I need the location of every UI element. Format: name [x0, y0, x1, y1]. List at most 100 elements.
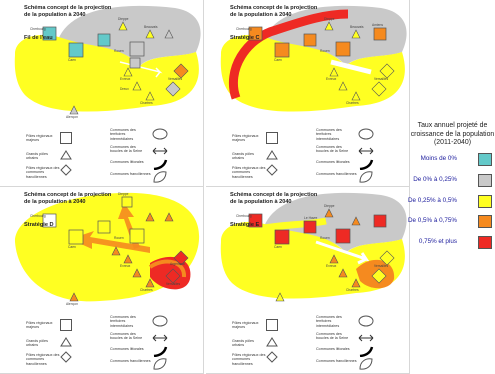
- legend-swatch-0-025: [478, 174, 492, 187]
- svg-text:Rouen: Rouen: [320, 236, 330, 240]
- growth-rate-legend: Taux annuel projeté de croissance de la …: [410, 122, 495, 148]
- territory-grey: [58, 5, 201, 66]
- label-alencon: Alençon: [66, 115, 78, 119]
- legend-grands-poles: Grands pôles urbains: [232, 339, 254, 348]
- legend-franciliennes: Communes franciliennes: [110, 172, 151, 176]
- pole-dieppe: [118, 21, 128, 31]
- legend-title: Taux annuel projeté de croissance de la …: [410, 122, 495, 147]
- legend-franciliennes: Communes franciliennes: [316, 359, 357, 363]
- legend-swatch-moins-0: [478, 153, 492, 166]
- concept-map: Cherbourg Caen Le Havre Rouen Dieppe Evr…: [220, 192, 407, 302]
- legend-franciliennes: Communes franciliennes: [110, 359, 151, 363]
- triangle-icon: [60, 150, 72, 160]
- pole-caen: [68, 42, 84, 58]
- map-panel-strategie-e: Cherbourg Caen Le Havre Rouen Dieppe Evr…: [206, 187, 410, 374]
- pole-beauvais: [145, 29, 155, 39]
- concept-map: Cherbourg Caen Rouen Dieppe Evreux Chart…: [14, 192, 200, 306]
- pole-dreux: [132, 81, 142, 91]
- map-panel-strategie-c: Cherbourg Caen Rouen Dieppe Beauvais Ami…: [206, 0, 410, 187]
- label-caen: Caen: [68, 58, 76, 62]
- diamond-icon: [266, 164, 278, 176]
- pole-argenteuil: [165, 81, 181, 97]
- ellipse-icon: [358, 315, 374, 327]
- svg-text:Argenteuil: Argenteuil: [170, 262, 185, 266]
- ellipse-icon: [358, 128, 374, 140]
- svg-text:Versailles: Versailles: [166, 282, 180, 286]
- legend-littorales: Communes littorales: [316, 347, 350, 351]
- map-panel-fil-de-leau: Cherbourg Caen Rouen Dieppe Beauvais Evr…: [0, 0, 204, 187]
- svg-text:Dieppe: Dieppe: [324, 17, 335, 21]
- territory-yellow: [14, 34, 199, 112]
- svg-text:Amiens: Amiens: [372, 23, 383, 27]
- coast-curve-icon: [153, 346, 168, 357]
- panel-title: Schéma concept de la projection de la po…: [230, 5, 318, 18]
- legend-territoires: Communes des territoires intermédiaires: [110, 128, 136, 141]
- legend-territoires: Communes des territoires intermédiaires: [316, 128, 342, 141]
- pole-evreux: [123, 67, 133, 77]
- square-icon: [60, 132, 72, 144]
- coast-curve-icon: [153, 159, 168, 170]
- legend-boucles: Communes des boucles de la Seine: [110, 145, 143, 154]
- svg-text:Le Havre: Le Havre: [304, 216, 318, 220]
- svg-text:Versailles: Versailles: [374, 264, 388, 268]
- double-arrow-icon: [358, 147, 374, 155]
- legend-franciliennes: Communes franciliennes: [316, 172, 357, 176]
- square-icon: [60, 319, 72, 331]
- label-beauvais: Beauvais: [144, 25, 158, 29]
- svg-text:Evreux: Evreux: [326, 264, 337, 268]
- svg-text:Dieppe: Dieppe: [324, 204, 335, 208]
- legend-poles-majeurs: Pôles régionaux majeurs: [26, 321, 53, 330]
- panel-title: Schéma concept de la projection de la po…: [230, 192, 318, 205]
- panel-title: Schéma concept de la projection de la po…: [24, 192, 112, 205]
- label-evreux: Evreux: [120, 77, 131, 81]
- ellipse-icon: [152, 128, 168, 140]
- legend-grands-poles: Grands pôles urbains: [26, 152, 48, 161]
- legend-label-05-075: De 0,5% à 0,75%: [407, 217, 457, 224]
- leaf-icon: [153, 171, 167, 183]
- legend-territoires: Communes des territoires intermédiaires: [316, 315, 342, 328]
- label-rouen: Rouen: [114, 49, 124, 53]
- svg-text:Rouen: Rouen: [114, 236, 124, 240]
- svg-text:Evreux: Evreux: [326, 77, 337, 81]
- diamond-icon: [266, 351, 278, 363]
- legend-label-025-05: De 0,25% à 0,5%: [407, 197, 457, 204]
- legend-swatch-075-plus: [478, 236, 492, 249]
- svg-text:Cherbourg: Cherbourg: [30, 214, 46, 218]
- map-panel-strategie-d: Cherbourg Caen Rouen Dieppe Evreux Chart…: [0, 187, 204, 374]
- legend-poles-franciliens: Pôles régionaux des communes francilienn…: [26, 166, 60, 179]
- label-chartres: Chartres: [140, 101, 153, 105]
- legend-boucles: Communes des boucles de la Seine: [110, 332, 143, 341]
- pole-compiegne: [164, 29, 174, 39]
- coast-band: [228, 9, 349, 100]
- legend-label-075-plus: 0,75% et plus: [418, 238, 457, 245]
- pole-lehavre: [129, 57, 141, 69]
- legend-poles-majeurs: Pôles régionaux majeurs: [26, 134, 53, 143]
- panel-strategy: Stratégie E: [230, 222, 260, 228]
- pole-versailles: [173, 63, 189, 79]
- legend-poles-majeurs: Pôles régionaux majeurs: [232, 134, 259, 143]
- panel-strategy: Stratégie C: [230, 35, 260, 41]
- triangle-icon: [266, 150, 278, 160]
- label-dreux: Dreux: [120, 87, 129, 91]
- legend-boucles: Communes des boucles de la Seine: [316, 145, 349, 154]
- legend-grands-poles: Grands pôles urbains: [232, 152, 254, 161]
- triangle-icon: [60, 337, 72, 347]
- pole-cherbourg: [42, 26, 57, 41]
- label-versailles: Versailles: [168, 77, 182, 81]
- legend-littorales: Communes littorales: [110, 347, 144, 351]
- square-icon: [266, 319, 278, 331]
- pole-rouen: [129, 41, 145, 57]
- svg-text:Caen: Caen: [274, 245, 282, 249]
- panel-title: Schéma concept de la projection de la po…: [24, 5, 112, 18]
- legend-littorales: Communes littorales: [110, 160, 144, 164]
- double-arrow-icon: [152, 334, 168, 342]
- svg-text:Cherbourg: Cherbourg: [236, 27, 252, 31]
- diamond-icon: [60, 351, 72, 363]
- legend-swatch-05-075: [478, 215, 492, 228]
- coast-curve-icon: [359, 159, 374, 170]
- label-cherbourg: Cherbourg: [30, 27, 46, 31]
- pole-alencon: [69, 105, 79, 115]
- legend-label-0-025: De 0% à 0,25%: [413, 176, 457, 183]
- double-arrow-icon: [358, 334, 374, 342]
- label-dieppe: Dieppe: [118, 17, 129, 21]
